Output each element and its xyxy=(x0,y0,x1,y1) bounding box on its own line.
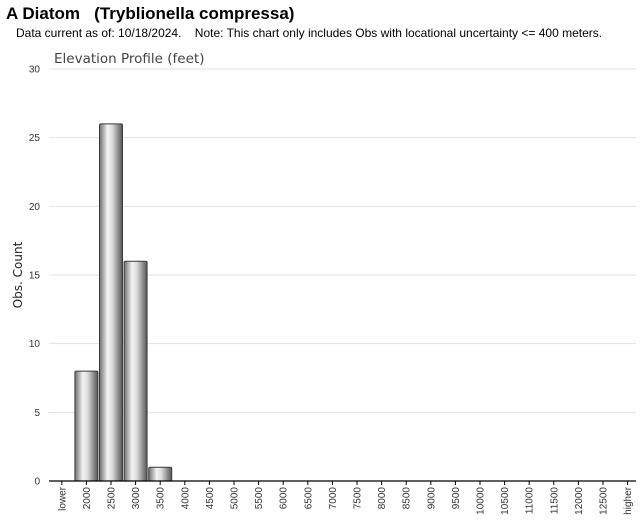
x-tick-label: 3500 xyxy=(156,487,167,510)
x-tick-label: 5500 xyxy=(254,487,265,510)
x-tick-label: 5000 xyxy=(230,487,241,510)
y-tick-label: 5 xyxy=(34,408,40,419)
x-tick-label: 4500 xyxy=(205,487,216,510)
x-tick-label: 11500 xyxy=(549,487,560,515)
x-tick-label: 9500 xyxy=(451,487,462,510)
x-tick-label: 9000 xyxy=(426,487,437,510)
x-tick-label: 7000 xyxy=(328,487,339,510)
page-title: A Diatom (Tryblionella compressa) xyxy=(6,4,295,23)
x-tick-label: higher xyxy=(623,486,634,514)
bar xyxy=(99,123,123,482)
x-tick-label: 2500 xyxy=(107,487,118,510)
x-tick-labels: lower 2000 2500 3000 3500 4000 4500 5000 5500 600… xyxy=(57,486,634,514)
chart-title: Elevation Profile (feet) xyxy=(54,51,204,67)
y-axis-label: Obs. Count xyxy=(11,241,25,308)
bar xyxy=(148,466,173,482)
axes xyxy=(49,480,636,485)
x-tick-label: 11000 xyxy=(525,487,536,515)
y-tick-labels: 0 5 10 15 20 25 30 xyxy=(29,65,41,488)
x-tick-label: 8000 xyxy=(377,487,388,510)
x-tick-label: 12500 xyxy=(599,487,610,515)
y-tick-label: 15 xyxy=(29,271,41,282)
x-tick-label: 10500 xyxy=(500,487,511,515)
bar xyxy=(123,260,148,482)
y-tick-label: 10 xyxy=(29,339,41,350)
data-note: Data current as of: 10/18/2024. Note: Th… xyxy=(16,26,603,40)
y-tick-label: 30 xyxy=(29,65,41,76)
x-tick-label: 4000 xyxy=(180,487,191,510)
x-tick-label: lower xyxy=(57,486,68,511)
x-tick-label: 12000 xyxy=(574,487,585,515)
y-tick-label: 25 xyxy=(29,133,41,144)
bars xyxy=(74,123,173,482)
x-tick-label: 7500 xyxy=(353,487,364,510)
x-tick-label: 3000 xyxy=(131,487,142,510)
x-tick-label: 6000 xyxy=(279,487,290,510)
bar xyxy=(74,370,99,482)
x-tick-label: 10000 xyxy=(476,487,487,515)
x-tick-label: 6500 xyxy=(303,487,314,510)
y-tick-label: 0 xyxy=(34,477,40,488)
y-tick-label: 20 xyxy=(29,202,41,213)
x-tick-label: 8500 xyxy=(402,487,413,510)
x-tick-label: 2000 xyxy=(82,487,93,510)
